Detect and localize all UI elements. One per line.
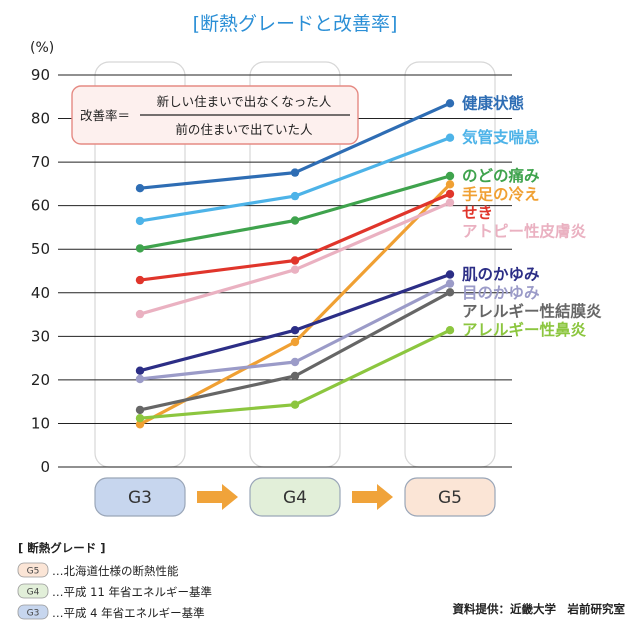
data-point: [135, 414, 145, 423]
data-point: [135, 244, 145, 253]
legend-badge-g3-label: G3: [27, 609, 40, 619]
series-line: [139, 136, 451, 223]
legend-badge-g3: [17, 604, 49, 620]
data-point: [290, 326, 300, 335]
grade-buttons: G3 G4 G5: [94, 477, 496, 517]
data-point: [135, 420, 145, 429]
series-label: アレルギー性結膜炎: [462, 301, 602, 320]
data-point: [445, 180, 455, 189]
data-point: [135, 184, 145, 193]
series-label: 気管支喘息: [462, 128, 540, 147]
grade-button-g3-label: G3: [128, 488, 152, 508]
y-tick-label: 40: [31, 284, 50, 302]
data-point: [290, 371, 300, 381]
grade-legend-heading: [ 断熱グレード ]: [18, 541, 106, 555]
data-point: [135, 309, 145, 319]
y-tick-labels: 0 10 20 30 40 50 60 70 80 90: [31, 66, 50, 476]
legend-item-g3-text: …平成 4 年省エネルギー基準: [52, 606, 205, 620]
data-point: [135, 366, 145, 375]
y-tick-label: 0: [40, 458, 50, 476]
data-point: [290, 216, 300, 225]
formula-denominator: 前の住まいで出ていた人: [175, 122, 313, 137]
series-label: せき: [462, 204, 493, 222]
data-source: 資料提供：近畿大学 岩前研究室: [453, 602, 626, 616]
y-tick-label: 10: [31, 414, 50, 432]
y-tick-label: 60: [31, 197, 50, 215]
y-tick-label: 20: [31, 371, 50, 389]
data-point: [290, 265, 300, 274]
grade-button-g5: [404, 477, 496, 517]
data-point: [290, 256, 300, 265]
data-point: [445, 270, 455, 279]
data-point: [135, 405, 145, 415]
grade-button-g3: [94, 477, 186, 517]
data-point: [135, 275, 145, 285]
legend-item-g5-text: …北海道仕様の断熱性能: [52, 564, 179, 578]
arrow-right-icon: [197, 484, 238, 510]
series-lines: [135, 99, 455, 429]
data-point: [445, 198, 455, 207]
series-label: のどの痛み: [462, 166, 540, 185]
y-tick-label: 30: [31, 327, 50, 345]
legend-badge-g4: [17, 583, 49, 599]
data-point: [445, 99, 455, 108]
y-tick-label: 50: [31, 240, 50, 258]
series-line: [139, 272, 451, 373]
legend-badge-g5-label: G5: [27, 567, 40, 577]
grade-button-g4: [249, 477, 341, 517]
data-point: [290, 357, 300, 367]
series-label: 健康状態: [462, 93, 524, 112]
series-label: 手足の冷え: [462, 185, 540, 204]
grade-legend: [ 断熱グレード ] G5 …北海道仕様の断熱性能 G4 …平成 11 年省エネ…: [17, 541, 212, 620]
formula-numerator: 新しい住まいで出なくなった人: [157, 94, 332, 109]
data-point: [445, 171, 455, 181]
data-point: [290, 337, 300, 347]
chart-title: [断熱グレードと改善率]: [193, 13, 398, 35]
data-point: [445, 189, 455, 199]
data-point: [290, 191, 300, 201]
data-point: [445, 279, 455, 288]
series-label: 目のかゆみ: [462, 284, 540, 302]
grade-button-g4-label: G4: [283, 488, 307, 508]
data-point: [445, 133, 455, 142]
legend-badge-g5: [17, 562, 49, 578]
y-tick-label: 80: [31, 110, 50, 128]
formula-box: 改善率＝ 新しい住まいで出なくなった人 前の住まいで出ていた人: [71, 85, 359, 145]
series-label: 肌のかゆみ: [462, 265, 540, 283]
y-tick-label: 70: [31, 153, 50, 171]
y-tick-label: 90: [31, 66, 50, 84]
series-label: アレルギー性鼻炎: [462, 320, 587, 339]
legend-item-g4-text: …平成 11 年省エネルギー基準: [52, 585, 212, 599]
legend-badge-g4-label: G4: [27, 588, 40, 598]
data-point: [290, 168, 300, 177]
formula-lhs: 改善率＝: [80, 108, 130, 123]
data-point: [135, 374, 145, 384]
series-labels: 健康状態気管支喘息のどの痛み手足の冷えせきアトピー性皮膚炎肌のかゆみ目のかゆみア…: [462, 93, 602, 339]
data-point: [290, 400, 300, 409]
y-axis-unit: (%): [30, 40, 54, 56]
arrow-right-icon: [352, 484, 393, 510]
data-point: [445, 326, 455, 335]
data-point: [135, 216, 145, 226]
series-label: アトピー性皮膚炎: [462, 222, 587, 241]
data-point: [445, 288, 455, 297]
grade-button-g5-label: G5: [438, 488, 462, 508]
